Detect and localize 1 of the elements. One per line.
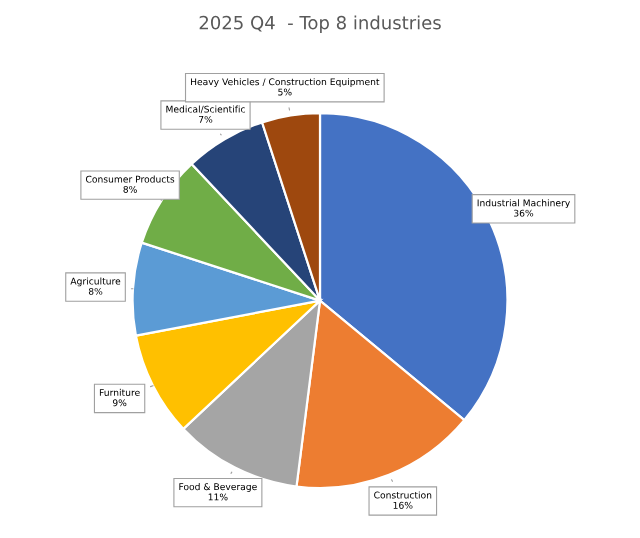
chart-title: 2025 Q4 - Top 8 industries	[199, 15, 441, 33]
